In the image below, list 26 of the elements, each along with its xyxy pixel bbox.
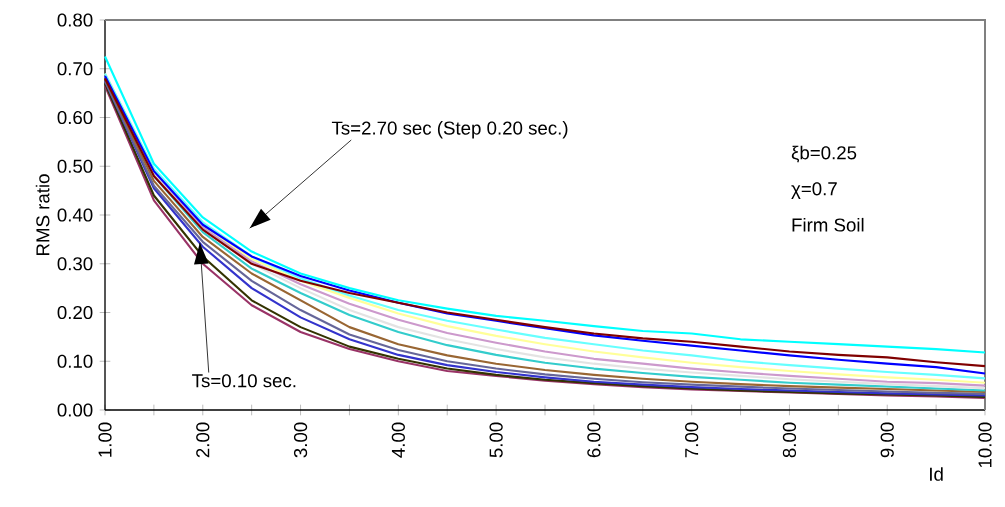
y-tick-label: 0.30 xyxy=(57,257,93,271)
y-tick-label: 0.50 xyxy=(57,159,93,173)
y-tick-label: 0.70 xyxy=(57,62,93,76)
annotation: ξb=0.25 xyxy=(791,145,857,163)
x-tick-label: 9.00 xyxy=(880,422,894,458)
annotation: Ts=0.10 sec. xyxy=(192,374,296,388)
y-tick-label: 0.20 xyxy=(57,305,93,320)
x-tick-label: 4.00 xyxy=(391,422,405,458)
x-tick-label: 1.00 xyxy=(98,422,112,457)
x-tick-label: 3.00 xyxy=(293,422,308,458)
y-tick-label: 0.10 xyxy=(57,354,93,368)
x-tick-label: 6.00 xyxy=(587,422,601,458)
y-axis-title: RMS ratio xyxy=(35,174,50,255)
x-axis-title: Id xyxy=(930,467,943,481)
x-tick-label: 8.00 xyxy=(782,422,797,458)
x-tick-label: 7.00 xyxy=(685,422,699,458)
annotation: Ts=2.70 sec (Step 0.20 sec.) xyxy=(331,120,568,139)
y-tick-label: 0.40 xyxy=(57,208,93,222)
annotation: Firm Soil xyxy=(792,217,864,232)
x-tick-label: 2.00 xyxy=(196,422,210,458)
x-tick-label: 5.00 xyxy=(489,422,503,458)
x-tick-label: 10.00 xyxy=(978,422,992,468)
y-tick-label: 0.00 xyxy=(57,403,93,417)
y-tick-label: 0.60 xyxy=(57,110,93,125)
y-tick-label: 0.80 xyxy=(57,13,93,27)
annotation: χ=0.7 xyxy=(791,182,837,200)
